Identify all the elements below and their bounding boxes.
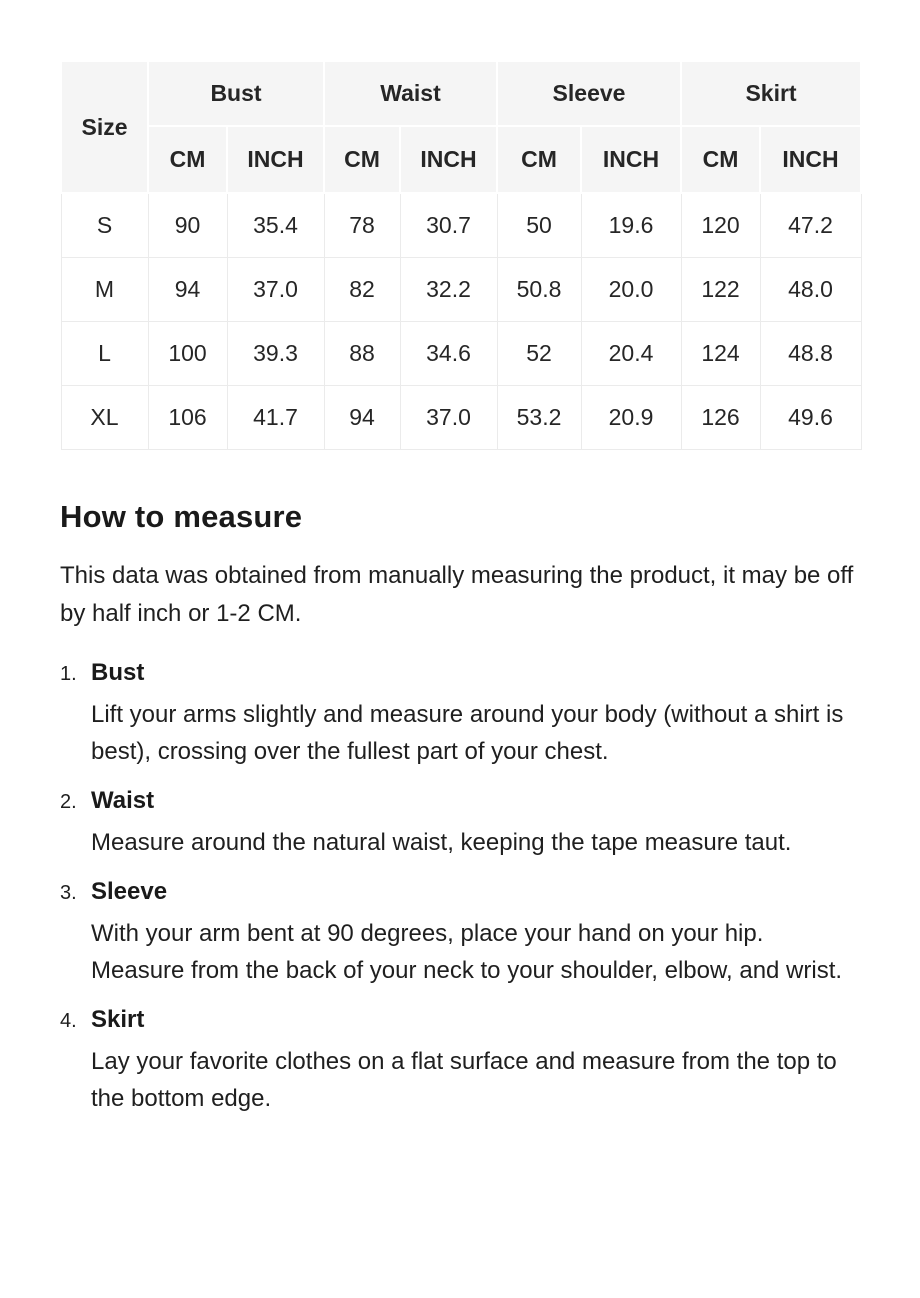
unit-header-inch: INCH — [758, 125, 863, 194]
unit-header-inch: INCH — [399, 125, 498, 194]
value-cell: 94 — [323, 384, 401, 450]
table-group-header-row: Size Bust Waist Sleeve Skirt — [60, 60, 863, 194]
value-cell: 37.0 — [226, 256, 325, 322]
value-cell: 52 — [496, 320, 582, 386]
value-cell: 20.9 — [580, 384, 682, 450]
value-cell: 120 — [680, 192, 761, 258]
value-cell: 78 — [323, 192, 401, 258]
table-row-xl: XL 106 41.7 94 37.0 53.2 20.9 126 49.6 — [60, 384, 862, 450]
value-cell: 106 — [147, 384, 228, 450]
size-cell: M — [60, 256, 149, 322]
value-cell: 48.8 — [759, 320, 862, 386]
unit-header-inch: INCH — [580, 125, 682, 194]
value-cell: 124 — [680, 320, 761, 386]
unit-header-cm: CM — [147, 125, 228, 194]
size-cell: L — [60, 320, 149, 386]
size-cell: S — [60, 192, 149, 258]
step-term: Sleeve — [91, 877, 168, 905]
unit-header-inch: INCH — [226, 125, 325, 194]
value-cell: 30.7 — [399, 192, 498, 258]
size-cell: XL — [60, 384, 149, 450]
list-item-bust: 1. Bust Lift your arms slightly and meas… — [60, 659, 860, 770]
table-row-l: L 100 39.3 88 34.6 52 20.4 124 48.8 — [60, 320, 862, 386]
value-cell: 50 — [496, 192, 582, 258]
list-item-waist: 2. Waist Measure around the natural wais… — [60, 787, 860, 861]
group-header-sleeve: Sleeve — [496, 60, 682, 127]
value-cell: 48.0 — [759, 256, 862, 322]
unit-header-cm: CM — [496, 125, 582, 194]
size-chart-table: Size Bust Waist Sleeve Skirt CM INCH CM … — [60, 60, 863, 450]
value-cell: 126 — [680, 384, 761, 450]
step-term: Skirt — [91, 1005, 145, 1033]
step-heading: 2. Waist — [60, 787, 860, 815]
list-item-skirt: 4. Skirt Lay your favorite clothes on a … — [60, 1006, 860, 1117]
value-cell: 19.6 — [580, 192, 682, 258]
step-heading: 3. Sleeve — [60, 878, 860, 906]
how-to-measure-heading: How to measure — [60, 498, 303, 534]
value-cell: 82 — [323, 256, 401, 322]
step-description: Measure around the natural waist, keepin… — [91, 828, 792, 856]
unit-header-cm: CM — [323, 125, 401, 194]
group-header-bust: Bust — [147, 60, 325, 127]
step-number: 1. — [60, 662, 77, 685]
value-cell: 90 — [147, 192, 228, 258]
value-cell: 20.0 — [580, 256, 682, 322]
unit-header-cm: CM — [680, 125, 761, 194]
step-description: With your arm bent at 90 degrees, place … — [91, 919, 843, 984]
value-cell: 100 — [147, 320, 228, 386]
value-cell: 88 — [323, 320, 401, 386]
measure-steps-list: 1. Bust Lift your arms slightly and meas… — [60, 659, 860, 1117]
step-description: Lay your favorite clothes on a flat surf… — [91, 1047, 837, 1112]
value-cell: 34.6 — [399, 320, 498, 386]
value-cell: 41.7 — [226, 384, 325, 450]
value-cell: 37.0 — [399, 384, 498, 450]
value-cell: 94 — [147, 256, 228, 322]
step-heading: 1. Bust — [60, 659, 860, 687]
size-column-header: Size — [60, 60, 149, 194]
step-number: 2. — [60, 790, 77, 813]
step-number: 4. — [60, 1009, 77, 1032]
value-cell: 35.4 — [226, 192, 325, 258]
step-heading: 4. Skirt — [60, 1006, 860, 1034]
value-cell: 47.2 — [759, 192, 862, 258]
value-cell: 50.8 — [496, 256, 582, 322]
value-cell: 49.6 — [759, 384, 862, 450]
value-cell: 53.2 — [496, 384, 582, 450]
value-cell: 39.3 — [226, 320, 325, 386]
value-cell: 20.4 — [580, 320, 682, 386]
table-row-s: S 90 35.4 78 30.7 50 19.6 120 47.2 — [60, 192, 862, 258]
step-term: Waist — [91, 786, 155, 814]
value-cell: 122 — [680, 256, 761, 322]
step-description: Lift your arms slightly and measure arou… — [91, 700, 844, 765]
step-number: 3. — [60, 881, 77, 904]
table-unit-header-row: CM INCH CM INCH CM INCH CM INCH — [61, 125, 863, 194]
list-item-sleeve: 3. Sleeve With your arm bent at 90 degre… — [60, 878, 860, 989]
step-term: Bust — [91, 658, 145, 686]
value-cell: 32.2 — [399, 256, 498, 322]
group-header-waist: Waist — [323, 60, 498, 127]
table-row-m: M 94 37.0 82 32.2 50.8 20.0 122 48.0 — [60, 256, 862, 322]
measure-disclaimer-text: This data was obtained from manually mea… — [60, 561, 854, 627]
group-header-skirt: Skirt — [679, 60, 863, 127]
